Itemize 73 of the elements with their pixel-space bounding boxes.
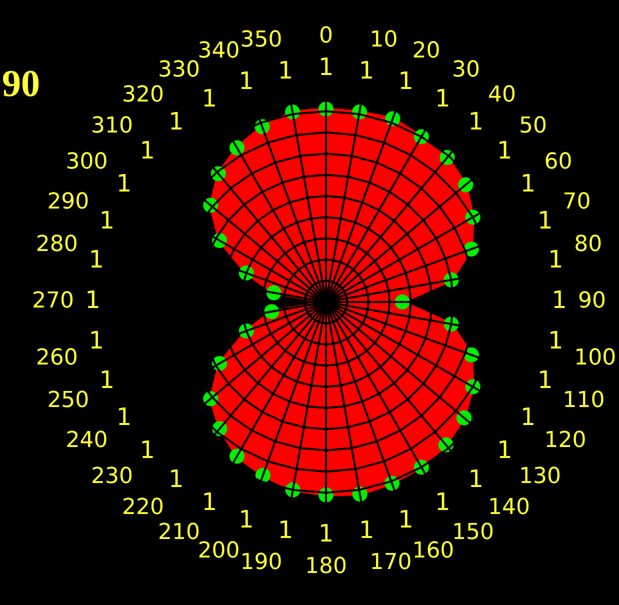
spoke-label: 20 bbox=[412, 38, 440, 64]
text: 1 bbox=[116, 402, 132, 431]
spoke-label: 130 bbox=[519, 464, 562, 489]
text: 1 bbox=[520, 170, 536, 198]
spoke-label: 180 bbox=[305, 554, 347, 579]
text: 1 bbox=[116, 170, 132, 198]
text: 1 bbox=[140, 136, 155, 164]
spoke-label: 270 bbox=[32, 288, 74, 314]
spoke-label: 310 bbox=[90, 114, 133, 139]
spoke-label: 210 bbox=[158, 520, 200, 546]
text: 1 bbox=[278, 56, 294, 85]
text: 1 bbox=[358, 56, 374, 85]
text: 1 bbox=[140, 436, 155, 464]
spoke-label: 320 bbox=[122, 82, 164, 108]
text: 1 bbox=[99, 206, 114, 234]
spoke-label: 160 bbox=[412, 538, 454, 564]
text: 1 bbox=[548, 246, 564, 274]
text: 1 bbox=[99, 366, 114, 394]
text: 1 bbox=[552, 286, 567, 314]
text: 1 bbox=[538, 366, 553, 394]
text: 1 bbox=[468, 108, 484, 136]
text: 1 bbox=[88, 326, 104, 355]
spoke-label: 0 bbox=[319, 24, 333, 49]
spoke-label: 10 bbox=[370, 27, 398, 52]
spoke-label: 40 bbox=[488, 82, 516, 108]
text: 1 bbox=[202, 488, 218, 516]
text: 1 bbox=[548, 326, 564, 355]
text: 1 bbox=[520, 402, 536, 431]
spoke-label: 30 bbox=[452, 57, 480, 82]
text: 1 bbox=[168, 464, 184, 493]
spoke-label: 330 bbox=[158, 57, 200, 82]
text: 1 bbox=[168, 108, 184, 136]
spoke-label: 90 bbox=[578, 288, 606, 314]
spoke-label: 290 bbox=[47, 189, 90, 214]
spoke-label: 190 bbox=[240, 550, 282, 576]
spoke-label: 280 bbox=[36, 232, 78, 257]
text: 1 bbox=[318, 53, 334, 82]
spoke-label: 220 bbox=[122, 494, 164, 520]
text: 1 bbox=[358, 516, 374, 544]
text: 1 bbox=[202, 84, 218, 112]
spoke-label: 60 bbox=[544, 150, 572, 175]
text: 1 bbox=[434, 84, 450, 112]
spoke-label: 80 bbox=[574, 232, 602, 257]
spoke-label: 350 bbox=[240, 27, 282, 52]
text: 1 bbox=[538, 206, 553, 234]
text: 1 bbox=[468, 464, 484, 493]
spoke-label: 150 bbox=[452, 520, 494, 546]
text: 1 bbox=[88, 246, 104, 274]
spoke-label: 70 bbox=[562, 189, 591, 214]
text: 1 bbox=[85, 286, 100, 314]
text: 1 bbox=[238, 67, 254, 96]
spoke-label: 260 bbox=[36, 346, 78, 371]
text: 1 bbox=[238, 505, 254, 534]
spoke-label: 340 bbox=[198, 38, 240, 64]
text: 1 bbox=[497, 136, 512, 164]
spoke-label: 50 bbox=[519, 114, 548, 139]
text: 1 bbox=[278, 516, 294, 544]
spoke-label: 250 bbox=[47, 388, 90, 414]
text: 1 bbox=[318, 519, 334, 548]
text: 1 bbox=[434, 488, 450, 516]
spoke-label: 240 bbox=[66, 428, 108, 453]
text: 1 bbox=[497, 436, 512, 464]
spoke-label: 100 bbox=[574, 346, 616, 371]
spoke-label: 140 bbox=[488, 494, 530, 520]
spoke-label: 120 bbox=[544, 428, 586, 453]
text: 1 bbox=[398, 67, 414, 96]
spoke-label: 300 bbox=[66, 150, 108, 175]
spoke-label: 110 bbox=[562, 388, 605, 414]
spoke-label: 230 bbox=[90, 464, 133, 489]
text: 1 bbox=[398, 505, 414, 534]
spoke-label: 200 bbox=[198, 538, 240, 564]
spoke-label: 170 bbox=[370, 550, 412, 576]
text: 90 bbox=[2, 62, 40, 106]
